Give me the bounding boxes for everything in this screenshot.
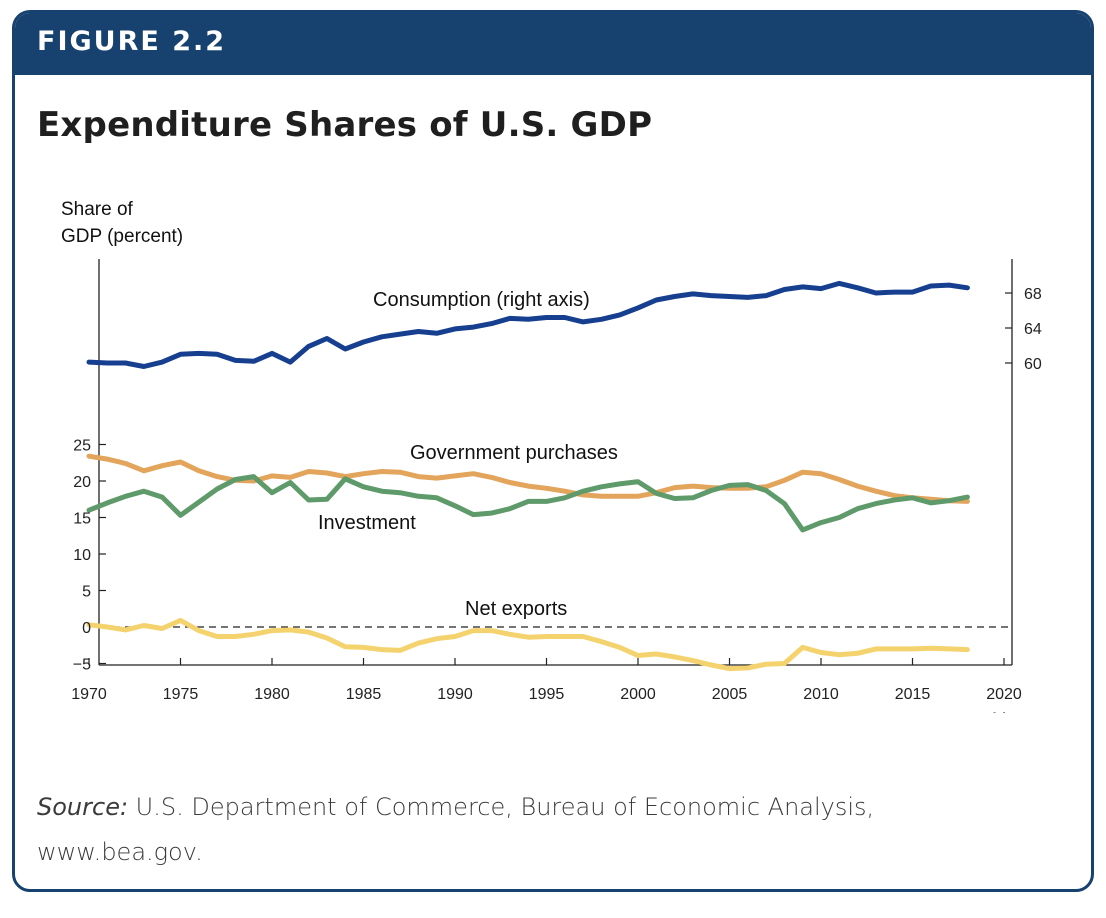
series-label-2: Investment <box>318 512 416 534</box>
y-left-tick-label: 5 <box>82 584 91 601</box>
x-tick-label: 1980 <box>254 686 290 703</box>
x-tick-label: 2005 <box>712 686 748 703</box>
source-text: U.S. Department of Commerce, Bureau of E… <box>37 793 875 866</box>
series-line-consumption-right-axis <box>86 280 970 369</box>
series-line-net-exports <box>86 617 970 672</box>
y-left-tick-label: 25 <box>73 438 91 455</box>
series-label-1: Government purchases <box>410 442 618 464</box>
source-note: Source: U.S. Department of Commerce, Bur… <box>37 785 997 875</box>
y-right-tick-label: 60 <box>1024 356 1042 373</box>
series-label-3: Net exports <box>465 598 567 620</box>
series-label-0: Consumption (right axis) <box>373 289 590 311</box>
y-axis-title-line: Share of <box>61 199 134 220</box>
y-left-tick-label: 10 <box>73 547 91 564</box>
x-tick-label: 2015 <box>895 686 931 703</box>
y-axis-title-line: GDP (percent) <box>61 226 183 247</box>
y-left-tick-label: −5 <box>73 657 91 674</box>
figure-banner: FIGURE 2.2 <box>15 13 1091 75</box>
chart-series <box>86 280 970 672</box>
figure-label: FIGURE 2.2 <box>37 26 227 57</box>
series-line-investment <box>86 474 970 533</box>
y-right-tick-label: 68 <box>1024 286 1042 303</box>
x-tick-label: 1975 <box>163 686 199 703</box>
figure-card: FIGURE 2.2 Expenditure Shares of U.S. GD… <box>12 10 1094 892</box>
figure-title: Expenditure Shares of U.S. GDP <box>37 105 653 145</box>
x-tick-label: 2010 <box>803 686 839 703</box>
x-tick-label: 1985 <box>346 686 382 703</box>
y-left-tick-label: 0 <box>82 620 91 637</box>
x-tick-label: 1990 <box>437 686 473 703</box>
x-tick-label: 2020 <box>986 686 1022 703</box>
x-tick-label: 2000 <box>620 686 656 703</box>
x-tick-label: 1970 <box>71 686 107 703</box>
y-right-tick-label: 64 <box>1024 321 1042 338</box>
chart-axes <box>88 259 1013 666</box>
y-left-tick-label: 20 <box>73 474 91 491</box>
y-left-tick-label: 15 <box>73 511 91 528</box>
x-axis-title: Year <box>993 710 1032 713</box>
x-tick-label: 1995 <box>529 686 565 703</box>
source-label: Source: <box>37 793 129 821</box>
